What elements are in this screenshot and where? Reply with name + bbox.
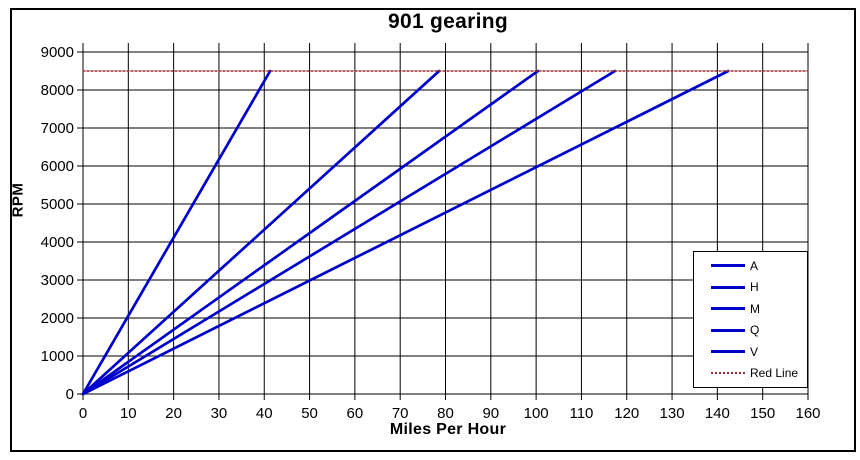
legend-item-h: H bbox=[711, 281, 807, 293]
y-tick-label: 0 bbox=[66, 386, 74, 403]
legend-line-sample-m bbox=[711, 307, 745, 311]
x-axis-title: Miles Per Hour bbox=[389, 421, 507, 438]
x-tick-label: 150 bbox=[750, 405, 775, 422]
series-line-h bbox=[81, 69, 441, 396]
legend-line-sample-a bbox=[711, 264, 745, 268]
y-tick-label: 1000 bbox=[41, 348, 74, 365]
legend-label-red-line: Red Line bbox=[750, 366, 799, 381]
x-tick-label: 0 bbox=[79, 405, 87, 422]
x-tick-label: 130 bbox=[660, 405, 685, 422]
x-tick-label: 70 bbox=[392, 405, 409, 422]
x-tick-label: 60 bbox=[347, 405, 364, 422]
legend: A H M Q V Red Line bbox=[693, 251, 808, 388]
y-tick-label: 6000 bbox=[41, 158, 74, 175]
y-tick-label: 4000 bbox=[41, 234, 74, 251]
chart-border-frame bbox=[10, 8, 856, 452]
legend-item-q: Q bbox=[711, 324, 807, 336]
legend-line-sample-h bbox=[711, 285, 745, 289]
y-tick-label: 8000 bbox=[41, 82, 74, 99]
x-tick-label: 80 bbox=[437, 405, 454, 422]
legend-line-sample-red-line bbox=[711, 372, 745, 375]
series-line-v bbox=[81, 69, 730, 396]
y-axis-title: RPM bbox=[9, 182, 27, 218]
x-tick-label: 100 bbox=[524, 405, 549, 422]
series-line-a bbox=[81, 69, 272, 396]
legend-label-v: V bbox=[750, 344, 759, 359]
legend-item-v: V bbox=[711, 346, 807, 358]
y-tick-label: 7000 bbox=[41, 120, 74, 137]
legend-label-h: H bbox=[750, 280, 759, 295]
legend-line-sample-q bbox=[711, 328, 745, 332]
x-tick-label: 120 bbox=[614, 405, 639, 422]
x-tick-label: 140 bbox=[705, 405, 730, 422]
legend-item-m: M bbox=[711, 303, 807, 315]
x-tick-label: 90 bbox=[482, 405, 499, 422]
legend-item-a: A bbox=[711, 260, 807, 272]
y-tick-label: 3000 bbox=[41, 272, 74, 289]
legend-label-a: A bbox=[750, 258, 759, 273]
x-tick-label: 10 bbox=[120, 405, 137, 422]
x-tick-label: 160 bbox=[795, 405, 820, 422]
series-line-q bbox=[81, 69, 617, 396]
y-tick-label: 5000 bbox=[41, 196, 74, 213]
x-tick-label: 110 bbox=[569, 405, 593, 422]
legend-label-m: M bbox=[750, 301, 760, 316]
x-tick-label: 40 bbox=[256, 405, 273, 422]
x-tick-label: 50 bbox=[301, 405, 318, 422]
y-tick-label: 9000 bbox=[41, 44, 74, 61]
x-tick-label: 20 bbox=[165, 405, 182, 422]
legend-label-q: Q bbox=[750, 323, 760, 338]
series-line-m bbox=[81, 69, 540, 396]
legend-line-sample-v bbox=[711, 350, 745, 354]
legend-item-red-line: Red Line bbox=[711, 367, 807, 379]
chart-title: 901 gearing bbox=[387, 10, 509, 33]
x-tick-label: 30 bbox=[211, 405, 228, 422]
y-tick-label: 2000 bbox=[41, 310, 74, 327]
